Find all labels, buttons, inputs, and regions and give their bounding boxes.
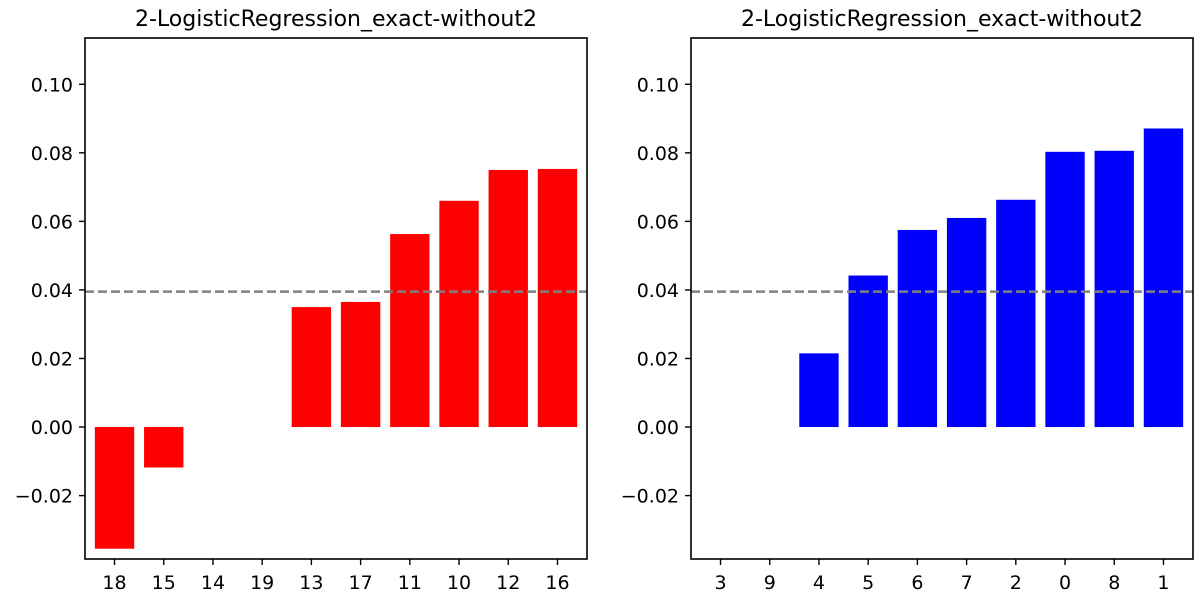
- x-tick-label: 13: [299, 572, 323, 594]
- plot-frame: [690, 37, 1194, 560]
- y-tick-label: 0.00: [637, 417, 679, 439]
- y-tick-label: 0.10: [31, 74, 73, 96]
- plot-frame: [84, 37, 588, 560]
- bar-13: [291, 307, 332, 428]
- y-tick-label: 0.02: [637, 348, 679, 370]
- y-tick-label: 0.02: [31, 348, 73, 370]
- x-tick-label: 1: [1157, 572, 1169, 594]
- bar-4: [799, 353, 839, 428]
- chart-title: 2-LogisticRegression_exact-without2: [741, 7, 1143, 32]
- x-tick-label: 17: [349, 572, 373, 594]
- x-tick-label: 9: [764, 572, 776, 594]
- bar-2: [996, 199, 1036, 428]
- x-tick-label: 10: [447, 572, 471, 594]
- x-tick-label: 15: [152, 572, 176, 594]
- bar-15: [144, 427, 184, 468]
- x-tick-label: 0: [1059, 572, 1071, 594]
- bar-18: [94, 427, 135, 549]
- y-tick-label: 0.00: [31, 417, 73, 439]
- bar-12: [488, 169, 528, 428]
- x-tick-label: 2: [1010, 572, 1022, 594]
- y-tick-label: 0.04: [637, 280, 679, 302]
- x-tick-label: 7: [961, 572, 973, 594]
- bar-0: [1045, 151, 1085, 428]
- bar-7: [946, 217, 987, 428]
- x-tick-label: 11: [398, 572, 422, 594]
- y-tick-label: 0.08: [31, 143, 73, 165]
- bar-1: [1143, 128, 1184, 428]
- bar-16: [537, 168, 578, 428]
- x-tick-label: 4: [813, 572, 825, 594]
- x-tick-label: 19: [250, 572, 274, 594]
- y-tick-label: −0.02: [621, 486, 679, 508]
- x-tick-label: 18: [102, 572, 126, 594]
- right-bar-chart: 2-LogisticRegression_exact-without2 −0.0…: [621, 7, 1194, 594]
- x-tick-label: 3: [714, 572, 726, 594]
- left-bar-chart: 2-LogisticRegression_exact-without2 −0.0…: [15, 7, 588, 594]
- y-tick-label: 0.06: [637, 211, 679, 233]
- bar-6: [897, 229, 938, 428]
- bar-17: [340, 301, 381, 428]
- bar-11: [390, 234, 430, 428]
- y-tick-label: 0.08: [637, 143, 679, 165]
- x-tick-label: 14: [201, 572, 225, 594]
- bar-8: [1094, 150, 1134, 428]
- y-tick-label: −0.02: [15, 486, 73, 508]
- bar-5: [848, 275, 888, 428]
- bar-10: [439, 200, 479, 428]
- x-tick-label: 8: [1108, 572, 1120, 594]
- x-tick-label: 12: [496, 572, 520, 594]
- y-tick-label: 0.04: [31, 280, 73, 302]
- chart-title: 2-LogisticRegression_exact-without2: [135, 7, 537, 32]
- x-tick-label: 16: [545, 572, 569, 594]
- y-tick-label: 0.10: [637, 74, 679, 96]
- x-tick-label: 5: [862, 572, 874, 594]
- x-tick-label: 6: [911, 572, 923, 594]
- y-tick-label: 0.06: [31, 211, 73, 233]
